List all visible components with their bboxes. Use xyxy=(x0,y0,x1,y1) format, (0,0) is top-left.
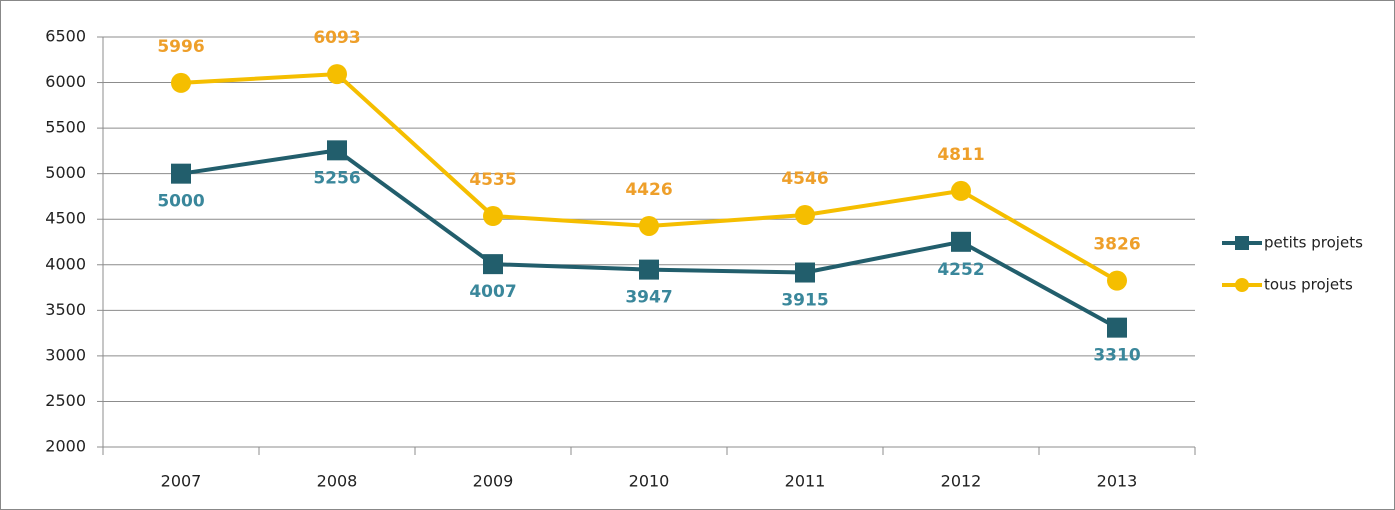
point xyxy=(483,254,503,274)
point xyxy=(795,263,815,283)
data-label: 4546 xyxy=(781,169,828,189)
data-label: 5256 xyxy=(313,168,360,188)
y-tick-label: 4500 xyxy=(45,209,86,228)
x-tick-label: 2008 xyxy=(317,472,358,491)
data-label: 4252 xyxy=(937,260,984,280)
point xyxy=(639,260,659,280)
x-tick-label: 2011 xyxy=(785,472,826,491)
y-tick-label: 5000 xyxy=(45,163,86,182)
point xyxy=(171,164,191,184)
x-tick-label: 2012 xyxy=(941,472,982,491)
x-tick-label: 2010 xyxy=(629,472,670,491)
data-label: 3310 xyxy=(1093,346,1140,366)
point xyxy=(327,64,347,84)
y-tick-label: 6500 xyxy=(45,27,86,46)
legend-label: petits projets xyxy=(1264,234,1363,252)
data-label: 4811 xyxy=(937,145,984,165)
legend-marker xyxy=(1235,278,1249,292)
y-tick-label: 2000 xyxy=(45,437,86,456)
point xyxy=(795,205,815,225)
y-tick-label: 3000 xyxy=(45,345,86,364)
data-label: 3947 xyxy=(625,288,672,308)
point xyxy=(483,206,503,226)
point xyxy=(1107,271,1127,291)
data-label: 4426 xyxy=(625,180,672,200)
data-label: 3915 xyxy=(781,291,828,311)
x-tick-label: 2013 xyxy=(1097,472,1138,491)
point xyxy=(639,216,659,236)
y-tick-label: 6000 xyxy=(45,72,86,91)
y-tick-label: 3500 xyxy=(45,300,86,319)
y-tick-label: 4000 xyxy=(45,254,86,273)
y-tick-label: 2500 xyxy=(45,391,86,410)
legend-marker xyxy=(1235,236,1249,250)
x-tick-label: 2007 xyxy=(161,472,202,491)
point xyxy=(171,73,191,93)
point xyxy=(1107,318,1127,338)
data-label: 4007 xyxy=(469,282,516,302)
point xyxy=(951,181,971,201)
point xyxy=(327,140,347,160)
legend-label: tous projets xyxy=(1264,276,1353,294)
chart: 2000 2500 3000 3500 4000 4500 5000 5500 6000 6500… xyxy=(0,0,1395,510)
data-label: 3826 xyxy=(1093,235,1140,255)
y-tick-label: 5500 xyxy=(45,118,86,137)
point xyxy=(951,232,971,252)
chart-border xyxy=(1,1,1395,510)
x-tick-label: 2009 xyxy=(473,472,514,491)
data-label: 6093 xyxy=(313,28,360,48)
data-label: 5000 xyxy=(157,192,204,212)
data-label: 5996 xyxy=(157,37,204,57)
data-label: 4535 xyxy=(469,170,516,190)
